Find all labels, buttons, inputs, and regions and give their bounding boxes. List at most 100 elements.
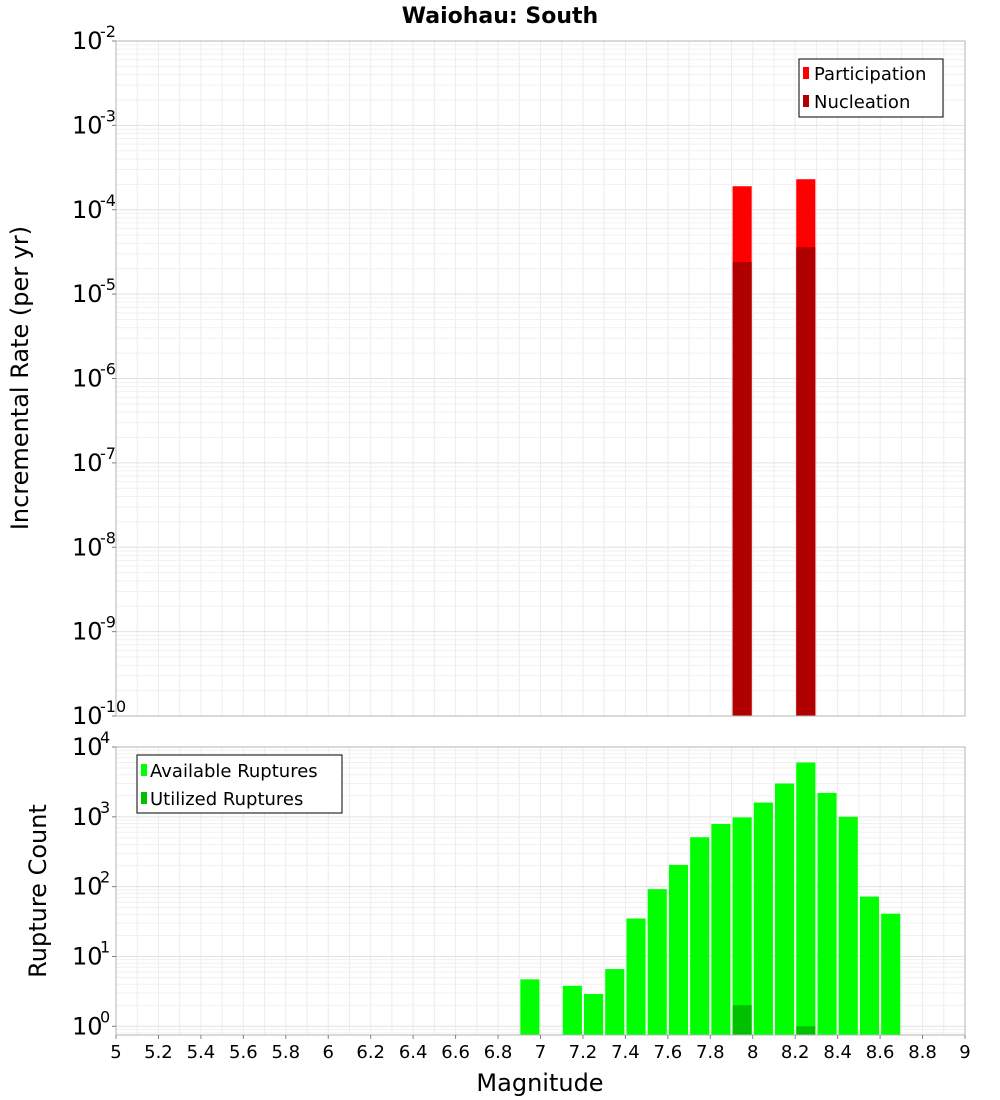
x-tick-label-15: 8 bbox=[747, 1042, 758, 1063]
x-tick-label-2: 5.4 bbox=[187, 1042, 216, 1063]
x-tick-label-19: 8.8 bbox=[908, 1042, 937, 1063]
chart-title: Waiohau: South bbox=[402, 4, 598, 29]
x-tick-label-16: 8.2 bbox=[781, 1042, 810, 1063]
y-tick-0-3: 10-5 bbox=[72, 275, 116, 308]
bar-1-0-2 bbox=[584, 993, 604, 1035]
y-tick-exp: 1 bbox=[100, 937, 110, 956]
y-tick-0-1: 10-3 bbox=[72, 106, 116, 139]
bar-1-0-11 bbox=[775, 783, 795, 1035]
y-tick-base: 10 bbox=[72, 803, 103, 831]
y-tick-exp: 3 bbox=[100, 798, 110, 817]
available-legend-swatch bbox=[141, 764, 147, 776]
rate-plot-y-label: Incremental Rate (per yr) bbox=[6, 226, 34, 530]
y-tick-0-0: 10-2 bbox=[72, 22, 116, 55]
rate-legend: Participation Nucleation bbox=[798, 58, 944, 118]
y-tick-exp: 0 bbox=[100, 1007, 110, 1026]
bar-1-1-1 bbox=[796, 1026, 816, 1035]
rate-plot-y-ticks: 10-210-310-410-510-610-710-810-910-10 bbox=[72, 22, 126, 730]
y-tick-base: 10 bbox=[72, 942, 103, 970]
nucleation-legend-swatch bbox=[803, 95, 809, 107]
y-tick-1-1: 103 bbox=[72, 798, 116, 831]
rate-plot-bars bbox=[732, 179, 816, 716]
x-axis-label: Magnitude bbox=[476, 1069, 603, 1097]
x-tick-label-14: 7.8 bbox=[696, 1042, 725, 1063]
x-tick-label-4: 5.8 bbox=[271, 1042, 300, 1063]
bar-1-0-13 bbox=[817, 792, 837, 1035]
bar-1-0-5 bbox=[647, 889, 667, 1035]
bar-1-0-4 bbox=[626, 918, 646, 1035]
y-tick-exp: -7 bbox=[100, 444, 116, 463]
rate-plot: 10-210-310-410-510-610-710-810-910-10 In… bbox=[6, 22, 966, 730]
bar-1-0-16 bbox=[881, 913, 901, 1035]
x-tick-label-9: 6.8 bbox=[484, 1042, 513, 1063]
x-tick-label-7: 6.4 bbox=[399, 1042, 428, 1063]
y-tick-base: 10 bbox=[72, 280, 103, 308]
y-tick-exp: -10 bbox=[100, 697, 126, 716]
bar-0-1-0 bbox=[732, 262, 752, 716]
y-tick-base: 10 bbox=[72, 702, 103, 730]
y-tick-1-4: 100 bbox=[72, 1007, 116, 1040]
bar-1-0-10 bbox=[753, 802, 773, 1035]
bar-1-0-1 bbox=[562, 985, 582, 1035]
y-tick-base: 10 bbox=[72, 449, 103, 477]
x-tick-label-0: 5 bbox=[110, 1042, 121, 1063]
y-tick-base: 10 bbox=[72, 196, 103, 224]
y-tick-base: 10 bbox=[72, 618, 103, 646]
y-tick-base: 10 bbox=[72, 733, 103, 761]
bar-1-0-14 bbox=[838, 816, 858, 1035]
x-tick-label-8: 6.6 bbox=[441, 1042, 470, 1063]
bar-1-0-9 bbox=[732, 817, 752, 1035]
y-tick-1-2: 102 bbox=[72, 868, 116, 901]
y-tick-base: 10 bbox=[72, 27, 103, 55]
y-tick-base: 10 bbox=[72, 1012, 103, 1040]
participation-legend-swatch bbox=[803, 67, 809, 79]
y-tick-0-8: 10-10 bbox=[72, 697, 126, 730]
bar-0-1-1 bbox=[796, 247, 816, 716]
x-tick-label-12: 7.4 bbox=[611, 1042, 640, 1063]
x-tick-label-13: 7.6 bbox=[654, 1042, 683, 1063]
y-tick-base: 10 bbox=[72, 365, 103, 393]
utilized-legend-label: Utilized Ruptures bbox=[150, 789, 303, 810]
x-tick-label-10: 7 bbox=[535, 1042, 546, 1063]
x-tick-label-17: 8.4 bbox=[823, 1042, 852, 1063]
rupture-plot-bars bbox=[520, 762, 901, 1035]
y-tick-exp: -5 bbox=[100, 275, 116, 294]
y-tick-base: 10 bbox=[72, 111, 103, 139]
y-tick-exp: -2 bbox=[100, 22, 116, 41]
y-tick-0-7: 10-9 bbox=[72, 613, 116, 646]
y-tick-0-2: 10-4 bbox=[72, 191, 116, 224]
bar-1-0-7 bbox=[690, 837, 710, 1035]
y-tick-1-0: 104 bbox=[72, 728, 116, 761]
available-legend-label: Available Ruptures bbox=[150, 761, 318, 782]
y-tick-0-6: 10-8 bbox=[72, 528, 116, 561]
utilized-legend-swatch bbox=[141, 792, 147, 804]
y-tick-base: 10 bbox=[72, 533, 103, 561]
rupture-legend: Available Ruptures Utilized Ruptures bbox=[136, 754, 343, 814]
x-tick-label-5: 6 bbox=[323, 1042, 334, 1063]
x-tick-label-20: 9 bbox=[959, 1042, 970, 1063]
x-tick-label-11: 7.2 bbox=[569, 1042, 598, 1063]
rupture-plot-x-ticks: 5 5.2 5.4 5.6 5.8 6 6.2 6.4 6.6 6.8 7 7.2 7.4 7.6 7.8 8… bbox=[110, 1035, 971, 1063]
bar-1-0-12 bbox=[796, 762, 816, 1035]
y-tick-exp: 4 bbox=[100, 728, 110, 747]
bar-1-1-0 bbox=[732, 1005, 752, 1035]
bar-1-0-3 bbox=[605, 969, 625, 1035]
participation-legend-label: Participation bbox=[814, 64, 926, 85]
rupture-legend-box bbox=[136, 754, 343, 814]
y-tick-exp: 2 bbox=[100, 868, 110, 887]
y-tick-exp: -3 bbox=[100, 106, 116, 125]
y-tick-base: 10 bbox=[72, 873, 103, 901]
rate-plot-grid bbox=[115, 40, 966, 717]
x-tick-label-1: 5.2 bbox=[144, 1042, 173, 1063]
x-tick-label-3: 5.6 bbox=[229, 1042, 258, 1063]
x-tick-label-18: 8.6 bbox=[866, 1042, 895, 1063]
bar-1-0-6 bbox=[668, 864, 689, 1035]
x-tick-label-6: 6.2 bbox=[356, 1042, 385, 1063]
bar-1-0-8 bbox=[711, 823, 731, 1035]
nucleation-legend-label: Nucleation bbox=[814, 92, 910, 113]
y-tick-exp: -6 bbox=[100, 360, 116, 379]
bar-1-0-15 bbox=[859, 896, 880, 1035]
y-tick-0-4: 10-6 bbox=[72, 360, 116, 393]
